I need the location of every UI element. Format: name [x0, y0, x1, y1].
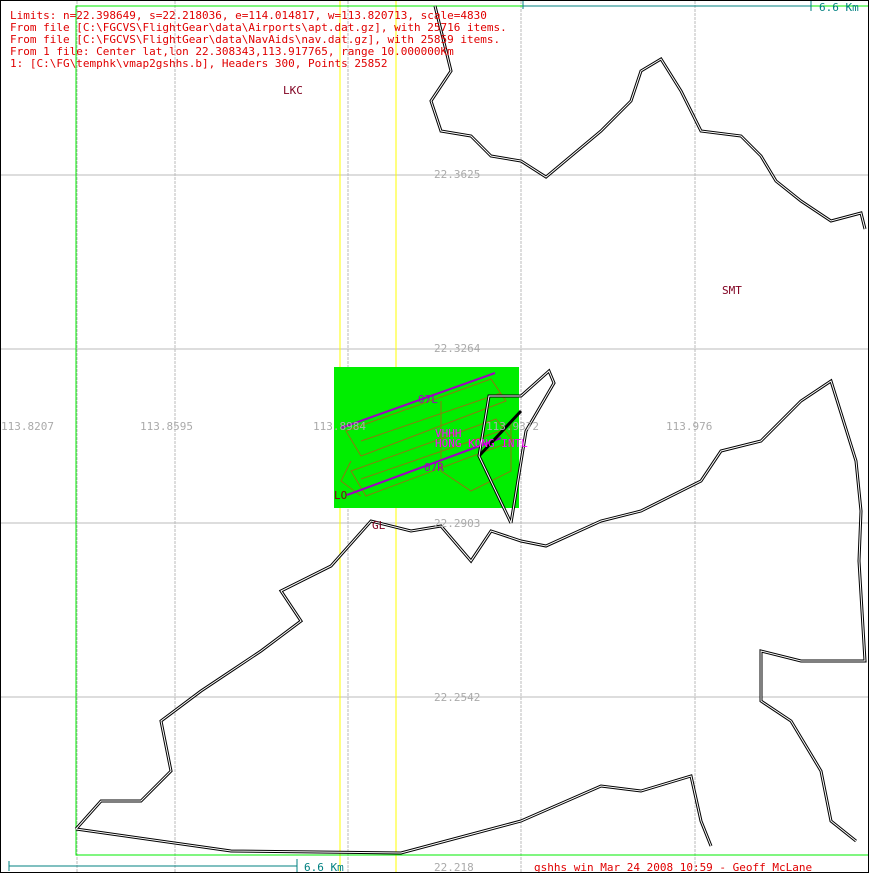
footer-credit: gshhs win Mar 24 2008 10:59 - Geoff McLa… [534, 861, 813, 873]
place-smt: SMT [722, 284, 742, 297]
info-airports-file: From file [C:\FGCVS\FlightGear\data\Airp… [10, 21, 507, 34]
lon-label: 113.8595 [140, 420, 193, 433]
runway-07r-label: 07R [424, 461, 444, 474]
info-center: From 1 file: Center lat,lon 22.308343,11… [10, 45, 454, 58]
lon-label: 113.9372 [486, 420, 539, 433]
info-navaids-file: From file [C:\FGCVS\FlightGear\data\NavA… [10, 33, 501, 46]
runways [340, 372, 502, 496]
place-gl: GL [372, 519, 386, 532]
scale-bars [8, 1, 812, 872]
airport-name[interactable]: HONG KONG INTL [435, 437, 528, 450]
lat-label: 22.3264 [434, 342, 481, 355]
lat-label: 22.2903 [434, 517, 481, 530]
lat-label: 22.218 [434, 861, 474, 873]
taxiways [340, 378, 514, 497]
scale-label-bottom: 6.6 Km [304, 861, 344, 873]
place-lkc: LKC [283, 84, 303, 97]
lat-label: 22.2542 [434, 691, 481, 704]
info-shapefile: 1: [C:\FG\temphk\vmap2gshhs.b], Headers … [10, 57, 388, 70]
scale-label-top: 6.6 Km [819, 1, 859, 14]
airport-icao[interactable]: VHHH [435, 427, 462, 440]
runway-07l-label: 07L [418, 393, 438, 406]
bounds-rect [75, 5, 868, 856]
lon-label: 113.8984 [313, 420, 366, 433]
lat-label: 22.3625 [434, 168, 481, 181]
place-lo: LO [334, 489, 348, 502]
airport-area[interactable] [334, 367, 519, 508]
info-limits: Limits: n=22.398649, s=22.218036, e=114.… [10, 9, 487, 22]
lon-label: 113.8207 [1, 420, 54, 433]
lon-label: 113.976 [666, 420, 713, 433]
